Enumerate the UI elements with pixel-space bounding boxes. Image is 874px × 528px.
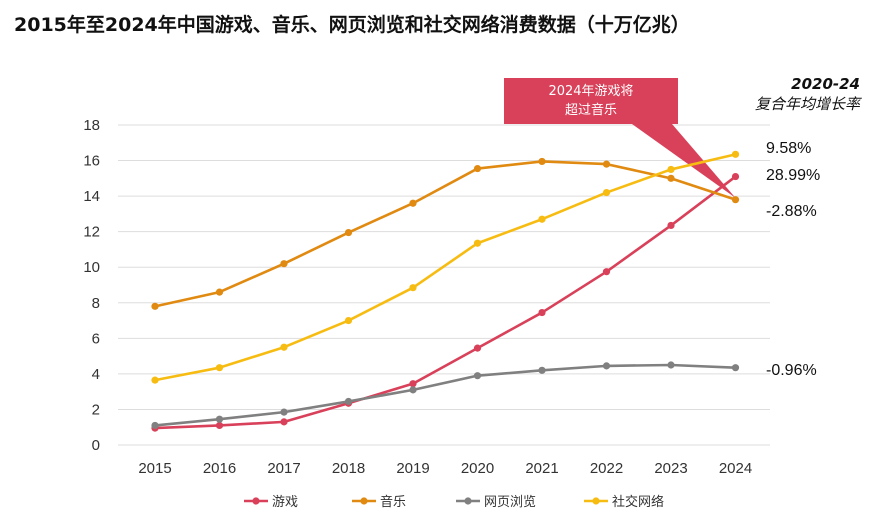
data-point-browsing — [473, 372, 482, 380]
data-point-games — [538, 308, 546, 317]
data-point-social — [602, 188, 611, 197]
legend-marker-music — [360, 497, 368, 505]
cagr-label-music: -2.88% — [766, 203, 817, 220]
y-tick-label: 4 — [92, 366, 100, 383]
data-point-games — [731, 172, 740, 181]
y-tick-label: 12 — [83, 224, 100, 241]
chart-title: 2015年至2024年中国游戏、音乐、网页浏览和社交网络消费数据（十万亿兆） — [14, 14, 690, 36]
legend-label-games: 游戏 — [272, 494, 298, 509]
legend-label-browsing: 网页浏览 — [484, 494, 536, 509]
data-point-music — [667, 174, 675, 182]
data-point-social — [409, 284, 417, 292]
data-point-music — [538, 157, 546, 166]
data-point-social — [280, 343, 288, 351]
data-point-music — [344, 228, 353, 237]
series-line-browsing — [154, 363, 736, 427]
data-point-games — [602, 268, 611, 276]
cagr-label-browsing: -0.96% — [766, 362, 817, 379]
data-point-social — [344, 316, 353, 325]
y-tick-label: 14 — [83, 188, 100, 205]
data-point-music — [215, 288, 224, 296]
y-tick-label: 16 — [83, 153, 100, 170]
series-line-music — [154, 160, 736, 308]
y-tick-label: 6 — [92, 330, 100, 347]
data-point-social — [215, 364, 224, 372]
cagr-header: 2020-24 复合年均增长率 — [755, 74, 860, 114]
callout-line-2: 超过音乐 — [564, 103, 617, 118]
data-point-social — [151, 376, 159, 384]
data-point-browsing — [409, 386, 417, 394]
cagr-label-games: 28.99% — [766, 167, 820, 184]
data-point-browsing — [731, 364, 740, 372]
cagr-header-period: 2020-24 — [791, 75, 860, 93]
x-tick-label: 2015 — [138, 460, 171, 477]
data-point-music — [473, 164, 482, 173]
data-point-games — [409, 380, 417, 388]
legend-label-social: 社交网络 — [612, 494, 664, 509]
data-point-music — [280, 260, 288, 268]
data-point-music — [409, 199, 417, 207]
x-tick-label: 2020 — [461, 460, 494, 477]
callout-line-1: 2024年游戏将 — [548, 84, 634, 99]
cagr-header-label: 复合年均增长率 — [754, 95, 860, 113]
legend-marker-browsing — [464, 497, 472, 505]
data-point-social — [667, 165, 675, 174]
data-point-music — [602, 160, 611, 168]
data-point-browsing — [280, 408, 288, 416]
data-point-browsing — [151, 421, 159, 430]
legend-marker-games — [252, 497, 260, 505]
data-point-browsing — [538, 366, 546, 374]
data-point-games — [473, 344, 482, 352]
y-tick-label: 8 — [92, 295, 100, 312]
cagr-label-social: 9.58% — [766, 140, 811, 157]
x-tick-label: 2021 — [525, 460, 558, 477]
x-tick-label: 2024 — [719, 460, 752, 477]
legend-label-music: 音乐 — [380, 494, 406, 509]
data-point-social — [538, 215, 546, 223]
x-tick-label: 2019 — [396, 460, 429, 477]
series-line-games — [154, 175, 737, 430]
callout-box: 2024年游戏将 超过音乐 — [504, 78, 678, 124]
data-point-browsing — [667, 361, 675, 369]
data-point-browsing — [215, 415, 224, 423]
callout-pointer — [632, 124, 736, 198]
x-tick-label: 2016 — [203, 460, 236, 477]
data-point-music — [731, 196, 740, 204]
data-point-games — [215, 421, 224, 430]
data-point-browsing — [602, 362, 611, 370]
series-line-social — [154, 153, 736, 382]
data-point-music — [151, 302, 159, 310]
y-tick-label: 10 — [83, 259, 100, 276]
x-tick-label: 2018 — [332, 460, 365, 477]
data-point-social — [473, 239, 482, 247]
x-tick-label: 2023 — [654, 460, 687, 477]
data-point-social — [731, 150, 740, 158]
y-tick-label: 0 — [92, 437, 100, 454]
data-point-games — [667, 221, 675, 230]
y-tick-label: 18 — [83, 117, 100, 134]
data-point-games — [280, 418, 288, 426]
x-tick-label: 2017 — [267, 460, 300, 477]
data-point-browsing — [344, 397, 353, 406]
legend-marker-social — [592, 497, 600, 505]
x-tick-label: 2022 — [590, 460, 623, 477]
y-tick-label: 2 — [92, 401, 100, 418]
